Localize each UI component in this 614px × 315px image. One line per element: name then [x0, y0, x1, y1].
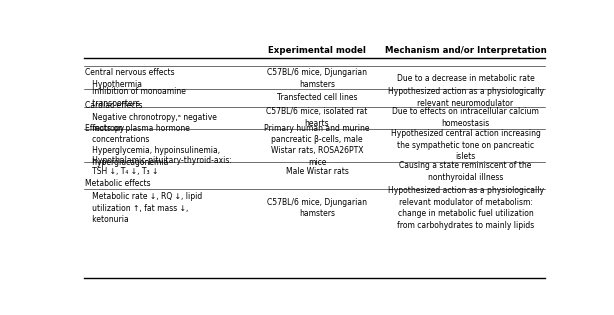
Text: Hypothalamic-pituitary-thyroid-axis:
   TSH ↓, T₄ ↓, T₃ ↓
Metabolic effects: Hypothalamic-pituitary-thyroid-axis: TSH…	[85, 156, 232, 188]
Text: Primary human and murine
pancreatic β-cells, male
Wistar rats, ROSA26PTX
mice: Primary human and murine pancreatic β-ce…	[264, 123, 370, 167]
Text: Due to a decrease in metabolic rate: Due to a decrease in metabolic rate	[397, 74, 534, 83]
Text: Experimental model: Experimental model	[268, 46, 366, 55]
Text: Metabolic rate ↓, RQ ↓, lipid
   utilization ↑, fat mass ↓,
   ketonuria: Metabolic rate ↓, RQ ↓, lipid utilizatio…	[85, 192, 203, 224]
Text: Mechanism and/or Interpretation: Mechanism and/or Interpretation	[384, 46, 546, 55]
Text: C57BL/6 mice, isolated rat
hearts: C57BL/6 mice, isolated rat hearts	[266, 107, 368, 128]
Text: Hypothesized action as a physiologically
relevant modulator of metabolism:
chang: Hypothesized action as a physiologically…	[387, 186, 543, 230]
Text: Due to effects on intracellular calcium
homeostasis: Due to effects on intracellular calcium …	[392, 107, 539, 128]
Text: Transfected cell lines: Transfected cell lines	[277, 93, 357, 102]
Text: Hypothesized action as a physiologically
relevant neuromodulator: Hypothesized action as a physiologically…	[387, 88, 543, 108]
Text: Inhibition of monoamine
   transporters: Inhibition of monoamine transporters	[85, 88, 186, 108]
Text: Central nervous effects
   Hypothermia: Central nervous effects Hypothermia	[85, 68, 175, 89]
Text: Cardiac effects
   Negative chronotropy,ᵃ negative
   inotropy: Cardiac effects Negative chronotropy,ᵃ n…	[85, 101, 217, 133]
Text: C57BL/6 mice, Djungarian
hamsters: C57BL/6 mice, Djungarian hamsters	[267, 198, 367, 218]
Text: Male Wistar rats: Male Wistar rats	[286, 167, 349, 176]
Text: Effects on plasma hormone
   concentrations
   Hyperglycemia, hypoinsulinemia,
 : Effects on plasma hormone concentrations…	[85, 123, 220, 167]
Text: Hypothesized central action increasing
the sympathetic tone on pancreatic
islets: Hypothesized central action increasing t…	[391, 129, 540, 161]
Text: C57BL/6 mice, Djungarian
hamsters: C57BL/6 mice, Djungarian hamsters	[267, 68, 367, 89]
Text: Causing a state reminiscent of the
nonthyroidal illness: Causing a state reminiscent of the nonth…	[399, 162, 532, 182]
